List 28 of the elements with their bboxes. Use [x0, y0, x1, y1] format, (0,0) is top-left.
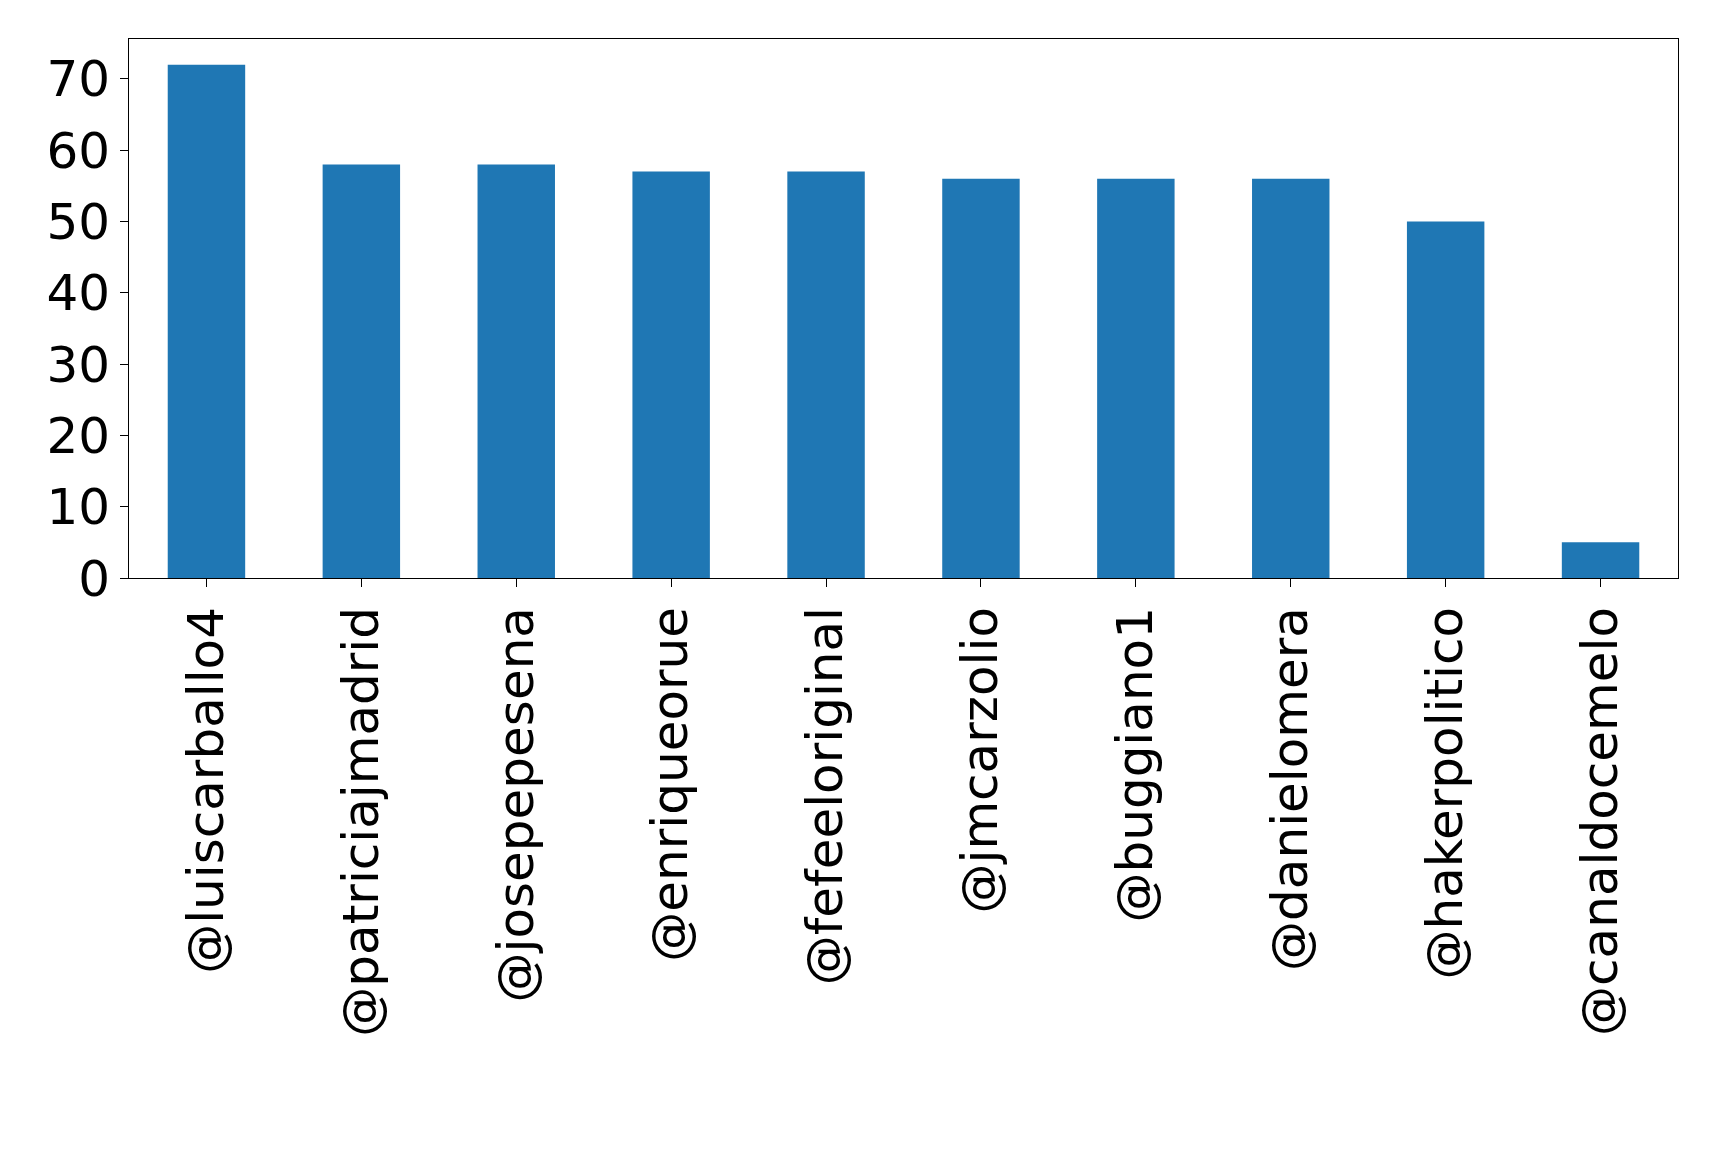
x-tick-label: @patriciajmadrid	[331, 607, 390, 1037]
y-tick-label: 20	[46, 406, 110, 465]
x-tick-label: @enriqueorue	[641, 607, 700, 962]
y-tick-label: 40	[46, 264, 110, 323]
bar	[167, 64, 246, 578]
x-tick-label: @hakerpolitico	[1415, 607, 1474, 980]
bar	[1097, 178, 1175, 578]
bar	[632, 171, 710, 578]
bar	[477, 164, 555, 578]
y-tick-label: 0	[78, 549, 110, 608]
x-tick-label: @canaldocemelo	[1570, 607, 1629, 1036]
bar	[787, 171, 865, 578]
x-tick-label: @jmcarzolio	[951, 607, 1010, 914]
y-tick-label: 10	[46, 478, 110, 537]
y-tick-label: 30	[46, 335, 110, 394]
x-tick-label: @buggiano1	[1106, 607, 1165, 923]
bar	[322, 164, 401, 578]
x-tick-label: @danielomera	[1261, 607, 1319, 971]
x-tick-label: @luiscarballo4	[176, 607, 235, 974]
x-tick-label: @fefeeloriginal	[796, 607, 855, 986]
x-tick-label: @josepepesena	[486, 607, 545, 1003]
bar	[1406, 221, 1485, 578]
y-tick-label: 50	[46, 193, 110, 252]
y-tick-label: 70	[46, 50, 110, 109]
y-tick-label: 60	[46, 121, 110, 180]
bar	[1561, 542, 1640, 578]
bar	[942, 178, 1020, 578]
bar	[1252, 178, 1330, 578]
